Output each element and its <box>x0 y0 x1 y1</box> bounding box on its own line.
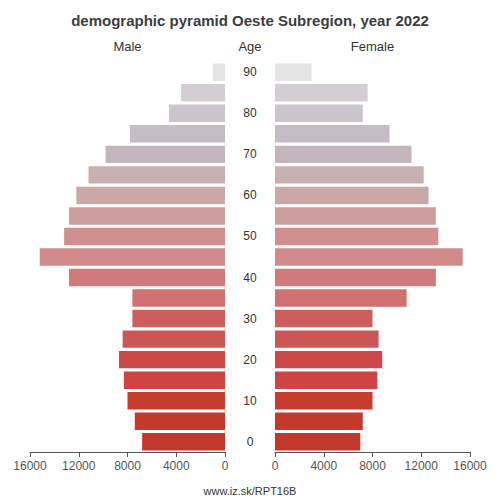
svg-text:16000: 16000 <box>453 459 487 473</box>
svg-text:20: 20 <box>243 353 257 367</box>
svg-text:12000: 12000 <box>62 459 96 473</box>
svg-text:30: 30 <box>243 312 257 326</box>
svg-text:0: 0 <box>272 459 279 473</box>
svg-text:0: 0 <box>247 435 254 449</box>
svg-text:4000: 4000 <box>310 459 337 473</box>
svg-text:demographic pyramid Oeste Subr: demographic pyramid Oeste Subregion, yea… <box>71 12 429 29</box>
svg-text:50: 50 <box>243 229 257 243</box>
svg-text:Male: Male <box>113 39 141 54</box>
svg-text:40: 40 <box>243 271 257 285</box>
svg-text:12000: 12000 <box>405 459 439 473</box>
svg-text:Age: Age <box>238 39 261 54</box>
svg-text:8000: 8000 <box>359 459 386 473</box>
svg-text:www.iz.sk/RPT16B: www.iz.sk/RPT16B <box>203 485 297 497</box>
svg-text:70: 70 <box>243 147 257 161</box>
svg-text:60: 60 <box>243 188 257 202</box>
svg-text:10: 10 <box>243 394 257 408</box>
svg-text:0: 0 <box>222 459 229 473</box>
svg-text:Female: Female <box>351 39 394 54</box>
svg-text:16000: 16000 <box>13 459 47 473</box>
svg-text:90: 90 <box>243 65 257 79</box>
svg-text:4000: 4000 <box>163 459 190 473</box>
svg-text:8000: 8000 <box>114 459 141 473</box>
svg-text:80: 80 <box>243 106 257 120</box>
